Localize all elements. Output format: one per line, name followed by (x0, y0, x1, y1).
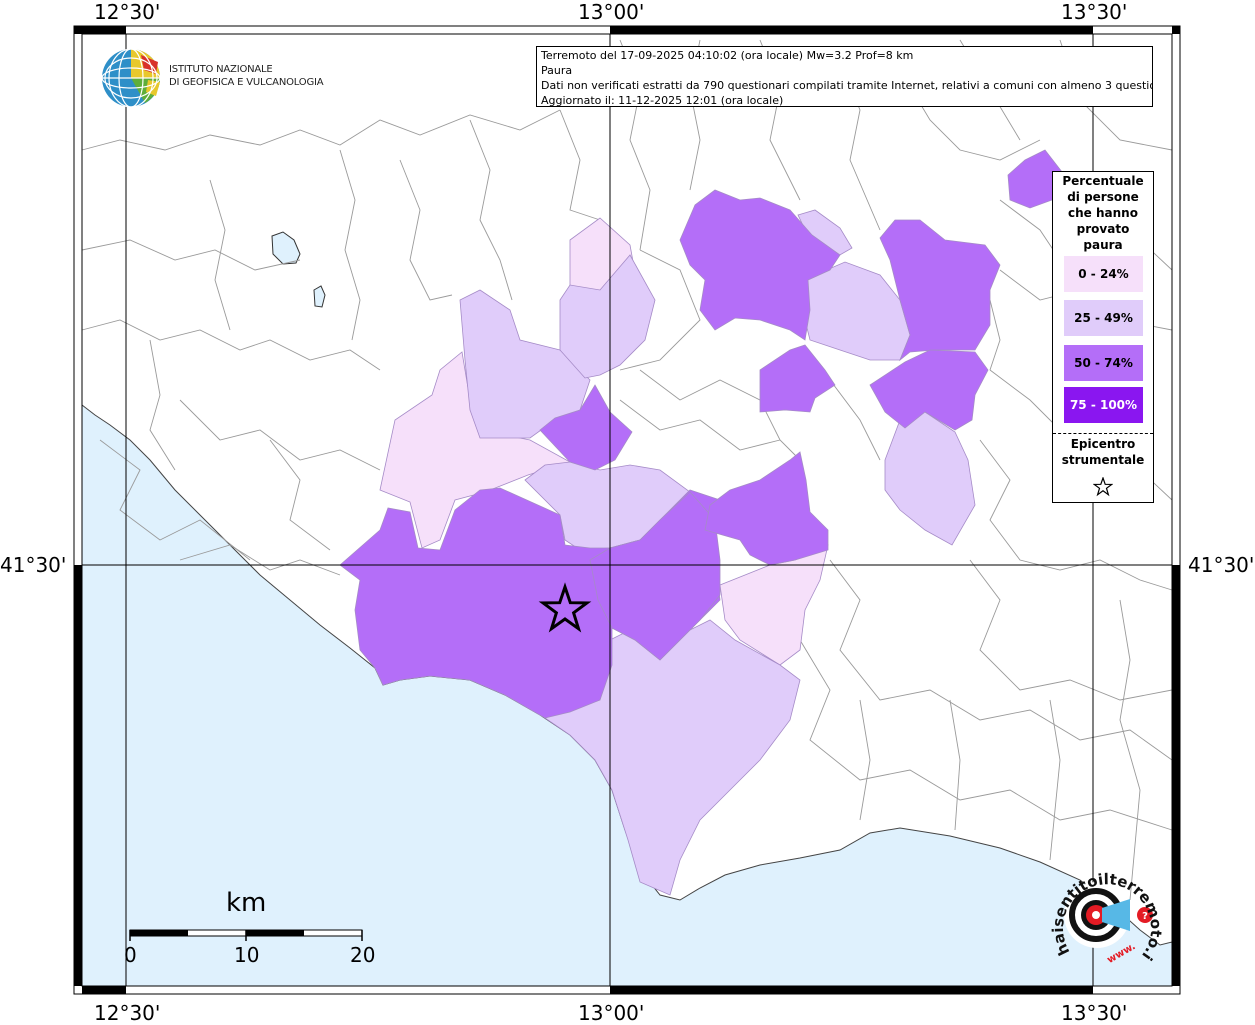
municipality-25-49 (559, 254, 656, 379)
map-frame (73, 25, 1181, 995)
top-tick-label: 13°00' (578, 0, 645, 24)
legend-star-icon (1093, 477, 1113, 497)
epicentre-star-icon (538, 582, 592, 633)
event-subtitle: Paura (541, 64, 573, 77)
municipality-50-74 (759, 344, 836, 413)
right-tick-label: 41°30' (1188, 553, 1255, 577)
legend-title-line: Percentuale (1062, 174, 1144, 188)
municipality-50-74 (539, 384, 633, 471)
legend-divider (1053, 433, 1153, 434)
left-tick-label: 41°30' (0, 553, 67, 577)
institute-name: ISTITUTO NAZIONALE DI GEOFISICA E VULCAN… (169, 63, 324, 89)
scale-tick-label: 0 (124, 943, 137, 967)
hst-logo-icon: ? (1064, 882, 1153, 948)
municipality-50-74 (679, 189, 841, 341)
scale-bar (129, 929, 363, 941)
legend: Percentuale di persone che hanno provato… (1052, 171, 1154, 503)
event-title: Terremoto del 17-09-2025 04:10:02 (ora l… (541, 49, 914, 62)
bottom-tick-label: 13°00' (578, 1001, 645, 1025)
scale-tick-label: 10 (234, 943, 260, 967)
municipality-50-74 (704, 451, 829, 566)
scale-unit: km (226, 888, 267, 918)
municipalities-intensity (339, 149, 1063, 896)
legend-epicentre-line: strumentale (1061, 453, 1145, 467)
legend-swatch-0: 0 - 24% (1064, 256, 1143, 292)
legend-swatch-2: 50 - 74% (1064, 345, 1143, 381)
legend-epicentre-label: Epicentro strumentale (1053, 436, 1153, 468)
ingv-logo-icon (101, 48, 161, 108)
municipality-50-74 (869, 349, 989, 431)
legend-title-line: di persone (1067, 190, 1139, 204)
svg-text:?: ? (1142, 911, 1148, 922)
legend-swatch-3: 75 - 100% (1064, 387, 1143, 423)
scale-tick-label: 20 (350, 943, 376, 967)
municipality-25-49 (544, 619, 801, 896)
top-tick-label: 12°30' (94, 0, 161, 24)
legend-epicentre-line: Epicentro (1070, 437, 1136, 451)
lake-albano (271, 231, 301, 265)
lake-nemi (313, 285, 326, 308)
legend-title-line: che hanno (1068, 206, 1138, 220)
municipality-0-24 (379, 351, 572, 549)
event-note: Dati non verificati estratti da 790 ques… (541, 79, 1153, 92)
top-tick-label: 13°30' (1061, 0, 1128, 24)
legend-title: Percentuale di persone che hanno provato… (1053, 172, 1153, 253)
legend-title-line: paura (1083, 238, 1123, 252)
event-info-box: Terremoto del 17-09-2025 04:10:02 (ora l… (536, 46, 1153, 107)
institute-line-2: DI GEOFISICA E VULCANOLOGIA (169, 77, 324, 88)
bottom-tick-label: 12°30' (94, 1001, 161, 1025)
legend-swatch-1: 25 - 49% (1064, 300, 1143, 336)
municipality-50-74 (589, 491, 721, 661)
institute-line-1: ISTITUTO NAZIONALE (169, 64, 273, 75)
municipality-50-74 (879, 219, 1001, 362)
legend-title-line: provato (1076, 222, 1130, 236)
bottom-tick-label: 13°30' (1061, 1001, 1128, 1025)
event-updated: Aggiornato il: 11-12-2025 12:01 (ora loc… (541, 94, 784, 107)
